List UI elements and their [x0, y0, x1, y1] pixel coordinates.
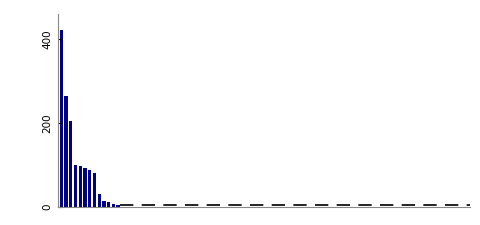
Bar	[79, 166, 82, 207]
Bar	[69, 121, 72, 207]
Bar	[97, 194, 101, 207]
Bar	[74, 165, 77, 207]
Bar	[64, 96, 68, 207]
Bar	[107, 202, 110, 207]
Bar	[60, 30, 63, 207]
Bar	[93, 173, 96, 207]
Bar	[84, 168, 87, 207]
Bar	[112, 204, 115, 207]
Bar	[117, 205, 120, 207]
Bar	[102, 201, 106, 207]
Bar	[88, 170, 91, 207]
